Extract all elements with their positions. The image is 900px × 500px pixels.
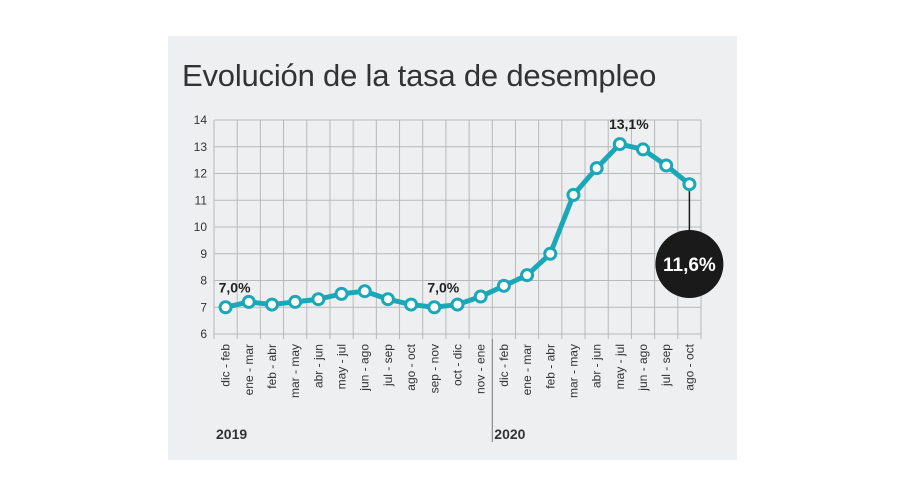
x-tick-label: jun - ago [358, 344, 372, 392]
x-tick-label: ago - oct [404, 343, 418, 390]
year-label: 2019 [216, 426, 247, 442]
data-point [543, 246, 558, 261]
callout-circle [655, 230, 724, 298]
data-point [357, 284, 372, 299]
x-tick-label: nov - ene [474, 344, 488, 394]
x-tick-label: abr - jun [311, 344, 325, 388]
x-tick-label: may - jul [613, 344, 627, 389]
chart-title: Evolución de la tasa de desempleo [182, 58, 657, 93]
x-tick-label: jul - sep [381, 344, 395, 387]
x-tick-label: mar - may [288, 344, 302, 398]
data-point [659, 158, 674, 173]
y-tick-label: 6 [200, 327, 207, 341]
x-tick-label: feb - abr [265, 344, 279, 389]
y-tick-label: 12 [194, 167, 208, 181]
x-tick-label: oct - dic [451, 344, 465, 386]
y-tick-label: 11 [195, 193, 208, 207]
x-tick-label: feb - abr [543, 344, 557, 389]
data-label: 13,1% [609, 116, 649, 132]
chart-panel: Evolución de la tasa de desempleo 6 7 8 9 10… [168, 36, 737, 460]
y-tick-label: 9 [200, 247, 207, 261]
y-tick-label: 10 [194, 220, 208, 234]
y-tick-label: 7 [200, 300, 207, 314]
x-tick-label: may - jul [335, 344, 349, 389]
x-tick-label: jul - sep [659, 344, 673, 387]
x-tick-label: jun - ago [636, 344, 650, 392]
x-tick-label: sep - nov [427, 344, 441, 393]
data-point [311, 292, 326, 307]
data-label: 7,0% [219, 279, 251, 295]
data-point [450, 297, 465, 312]
y-tick-label: 14 [194, 113, 208, 127]
data-point [612, 137, 627, 152]
data-point [589, 161, 604, 176]
x-tick-label: dic - feb [219, 344, 233, 387]
x-tick-label: ago - oct [682, 343, 696, 390]
x-tick-label: ene - mar [520, 344, 534, 395]
line-chart: 6 7 8 9 10 11 12 13 14 dic - feb ene - mar feb - ab… [194, 113, 724, 442]
x-tick-label: dic - feb [497, 344, 511, 387]
data-label: 7,0% [427, 279, 459, 295]
data-point [404, 297, 419, 312]
data-point [264, 297, 279, 312]
data-point [636, 142, 651, 157]
year-label: 2020 [494, 426, 525, 442]
callout-label: 11,6% [663, 255, 716, 276]
x-tick-label: mar - may [566, 344, 580, 398]
data-point [380, 292, 395, 307]
y-tick-label: 8 [200, 274, 207, 288]
x-tick-label: abr - jun [590, 344, 604, 388]
x-tick-label: ene - mar [242, 344, 256, 395]
data-point [427, 300, 442, 315]
data-point [682, 177, 697, 192]
data-point [566, 187, 581, 202]
y-tick-label: 13 [194, 140, 208, 154]
data-point [520, 268, 535, 283]
data-point [218, 300, 233, 315]
data-point [334, 286, 349, 301]
data-point [496, 278, 511, 293]
data-point [288, 294, 303, 309]
data-point [473, 289, 488, 304]
data-point [241, 294, 256, 309]
